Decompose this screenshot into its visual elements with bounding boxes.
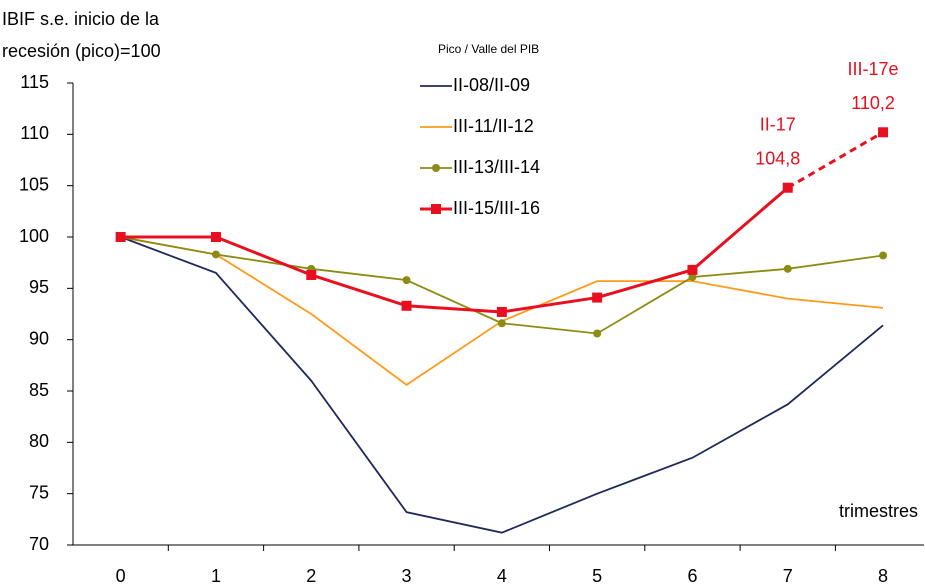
marker [401,300,412,311]
x-tick-label: 4 [497,566,507,586]
data-label: 110,2 [851,93,895,113]
x-tick-label: 1 [211,566,221,586]
marker [402,276,411,285]
y-tick-label: 110 [20,123,49,143]
y-tick-label: 85 [29,380,49,400]
y-axis-label: IBIF s.e. inicio de la [2,9,160,29]
legend-marker [431,204,441,214]
marker [115,232,126,242]
marker [783,264,792,273]
marker [687,264,698,275]
marker [211,250,220,259]
marker [879,251,888,260]
y-tick-label: 70 [29,534,49,554]
series-line [120,186,789,314]
series-line [120,236,884,534]
estimate-line [786,130,884,190]
legend-label: III-11/II-12 [453,116,534,136]
marker [593,329,602,338]
legend-marker [432,164,440,172]
marker [592,292,603,303]
marker [210,232,221,242]
marker [496,306,507,317]
y-tick-label: 105 [19,174,49,194]
x-tick-label: 8 [878,566,888,586]
x-tick-label: 0 [116,566,126,586]
y-tick-label: 100 [19,226,49,246]
x-tick-label: 3 [402,566,412,586]
legend-label: II-08/II-09 [453,75,530,95]
x-tick-label: 6 [687,566,697,586]
x-tick-label: 7 [783,566,793,586]
x-tick-label: 2 [306,566,316,586]
x-tick-label: 5 [592,566,602,586]
y-tick-label: 90 [29,328,49,348]
data-label: 104,8 [755,148,800,168]
series-line [120,236,884,335]
marker [306,269,317,280]
y-tick-label: 75 [29,482,49,502]
marker [497,319,506,328]
legend-label: III-13/III-14 [453,157,540,177]
marker [782,182,793,193]
point-label: II-17 [760,114,796,134]
y-tick-label: 115 [20,72,49,92]
point-label: III-17e [848,59,899,79]
legend-label: III-15/III-16 [453,198,540,218]
y-tick-label: 95 [29,277,49,297]
legend-title: Pico / Valle del PIB [438,42,539,56]
y-tick-label: 80 [29,431,49,451]
y-axis-label: recesión (pico)=100 [2,41,161,61]
x-axis-label: trimestres [839,501,918,521]
marker [688,273,697,282]
marker [878,127,889,138]
